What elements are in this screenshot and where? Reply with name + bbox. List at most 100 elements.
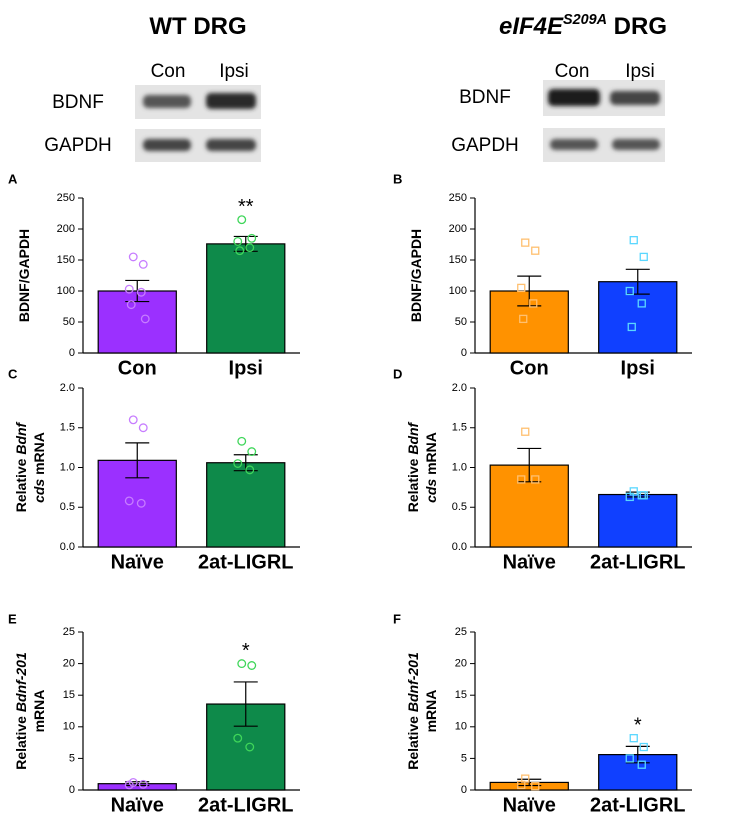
text-segment: cds <box>31 479 47 503</box>
significance-label: * <box>242 640 250 662</box>
data-point <box>138 779 148 789</box>
x-tick-label: Naïve <box>503 551 556 573</box>
data-point <box>128 415 138 425</box>
y-tick-label: 100 <box>449 285 467 297</box>
x-tick-label: Naïve <box>111 794 164 816</box>
x-tick-label: Ipsi <box>229 357 263 379</box>
data-point <box>128 252 138 262</box>
data-point <box>519 314 528 324</box>
y-axis-label: cds mRNA <box>31 432 47 503</box>
data-point <box>245 243 255 253</box>
y-tick-label: 200 <box>449 223 467 235</box>
lane-label: Ipsi <box>219 61 249 82</box>
text-segment: Bdnf <box>13 421 29 454</box>
data-point <box>517 780 526 790</box>
text-segment: mRNA <box>31 690 47 733</box>
y-tick-label: 0.5 <box>60 501 75 513</box>
data-point <box>247 233 257 243</box>
error-bar <box>125 442 150 479</box>
y-axis-label: mRNA <box>423 690 439 733</box>
x-tick-label: Con <box>118 357 157 379</box>
row-label: GAPDH <box>44 135 112 156</box>
data-point <box>138 423 148 433</box>
data-point <box>517 283 526 293</box>
data-point <box>531 475 540 484</box>
y-axis-label: BDNF/GAPDH <box>408 229 424 322</box>
data-point <box>136 287 146 297</box>
text-segment: WT DRG <box>149 13 246 40</box>
text-segment: mRNA <box>423 432 439 479</box>
text-segment: BDNF/GAPDH <box>16 229 32 322</box>
data-point <box>237 215 247 225</box>
data-point <box>629 236 638 245</box>
data-point <box>247 661 257 670</box>
y-tick-label: 20 <box>455 658 467 670</box>
text-segment: Bdnf-201 <box>405 652 421 712</box>
text-segment: Relative <box>13 712 29 770</box>
y-tick-label: 10 <box>455 721 467 733</box>
data-point <box>639 742 648 752</box>
lane-label: Con <box>555 61 590 82</box>
significance-label: ** <box>238 196 254 218</box>
x-tick-label: Naïve <box>503 794 556 816</box>
bar <box>598 493 678 548</box>
row-label: BDNF <box>459 87 511 108</box>
panel-header: eIF4ES209A DRG <box>499 12 667 41</box>
bar <box>206 243 286 354</box>
text-segment: mRNA <box>423 690 439 733</box>
text-segment: Bdnf-201 <box>13 652 29 712</box>
x-tick-label: Naïve <box>111 551 164 573</box>
y-tick-label: 250 <box>449 192 467 204</box>
data-point <box>136 498 146 508</box>
y-tick-label: 10 <box>63 721 75 733</box>
data-point <box>140 314 150 324</box>
data-point <box>625 492 634 502</box>
text-segment: DRG <box>607 13 667 40</box>
blot-images <box>135 80 665 162</box>
y-tick-label: 100 <box>57 285 75 297</box>
text-segment: cds <box>423 479 439 503</box>
y-tick-label: 5 <box>461 752 467 764</box>
panel-label: F <box>393 611 401 626</box>
data-point <box>521 427 530 436</box>
text-segment: Relative <box>405 455 421 513</box>
data-point <box>233 733 243 743</box>
y-tick-label: 1.5 <box>60 422 75 434</box>
lane-label: Con <box>151 61 186 82</box>
y-tick-label: 25 <box>63 626 75 638</box>
y-tick-label: 0.0 <box>60 541 75 553</box>
y-tick-label: 0 <box>69 784 75 796</box>
lane-label: Ipsi <box>625 61 655 82</box>
data-point <box>233 459 243 468</box>
text-segment: BDNF/GAPDH <box>408 229 424 322</box>
x-tick-label: Con <box>510 357 549 379</box>
data-point <box>245 465 255 475</box>
panel-label: D <box>393 366 402 381</box>
data-point <box>237 436 247 446</box>
row-label: GAPDH <box>451 135 519 156</box>
data-point <box>124 780 134 790</box>
panel-label: C <box>8 366 18 381</box>
y-tick-label: 50 <box>455 316 467 328</box>
y-tick-label: 15 <box>455 689 467 701</box>
y-tick-label: 1.5 <box>452 422 467 434</box>
y-tick-label: 150 <box>57 254 75 266</box>
y-tick-label: 0 <box>69 347 75 359</box>
y-axis-label: Relative Bdnf-201 <box>13 652 29 770</box>
y-tick-label: 250 <box>57 192 75 204</box>
data-point <box>531 246 540 255</box>
y-axis-label: mRNA <box>31 690 47 733</box>
data-point <box>625 286 634 296</box>
x-tick-label: 2at-LIGRL <box>198 794 294 816</box>
y-tick-label: 50 <box>63 316 75 328</box>
y-axis-label: Relative Bdnf-201 <box>405 652 421 770</box>
data-point <box>637 491 646 500</box>
y-tick-label: 150 <box>449 254 467 266</box>
x-tick-label: 2at-LIGRL <box>590 794 686 816</box>
data-point <box>237 659 247 669</box>
y-tick-label: 2.0 <box>452 382 467 394</box>
x-tick-label: 2at-LIGRL <box>198 551 294 573</box>
data-point <box>625 754 634 763</box>
data-point <box>521 238 530 247</box>
